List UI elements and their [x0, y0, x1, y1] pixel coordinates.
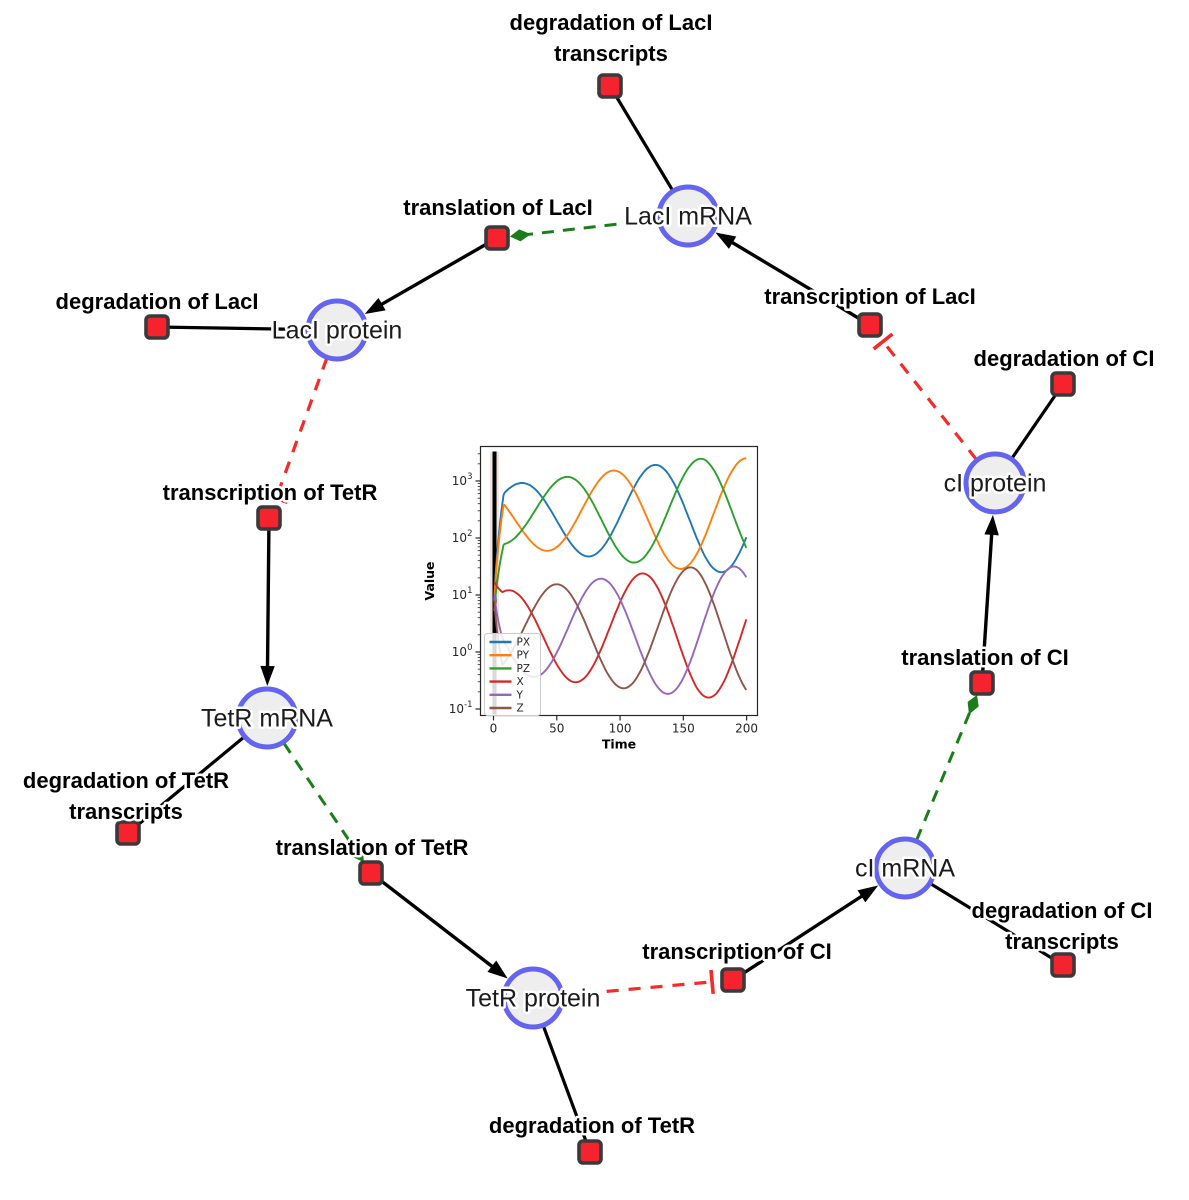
species-label-lacI_protein: LacI protein	[272, 317, 403, 345]
series-Z	[493, 566, 748, 691]
legend-label-Y: Y	[516, 689, 524, 701]
legend-label-PY: PY	[517, 650, 530, 662]
species-label-tetR_mRNA: TetR mRNA	[201, 705, 333, 733]
edge-inhibition-cI_protein-transcription_lacI	[881, 340, 978, 461]
reaction-label-translation_cI: translation of CI	[901, 645, 1068, 670]
species-node-tetR_mRNA[interactable]	[235, 686, 299, 750]
chart-x-tick-label: 150	[672, 722, 695, 736]
edge-production-transcription_tetR-tetR_mRNA	[265, 517, 271, 675]
chart-x-tick-label: 0	[490, 722, 498, 736]
reaction-node-deg_lacI_tx[interactable]	[597, 73, 623, 99]
edge-consumption-lacI_mRNA-deg_lacI_tx	[608, 85, 674, 192]
edge-consumption-tetR_mRNA-deg_tetR_tx	[126, 735, 245, 835]
reaction-label-deg_cI_tx: degradation of CI	[972, 898, 1153, 923]
edge-production-transcription_lacI-lacI_mRNA-arrowhead	[715, 232, 737, 249]
edge-inhibition-lacI_protein-transcription_tetR	[274, 357, 329, 499]
reaction-node-deg_lacI[interactable]	[144, 314, 170, 340]
reaction-label-transcription_cI: transcription of CI	[642, 939, 831, 964]
reaction-node-transcription_lacI[interactable]	[857, 312, 883, 338]
species-label-cI_protein: cI protein	[944, 470, 1047, 498]
reaction-node-translation_tetR[interactable]	[358, 860, 384, 886]
reaction-node-transcription_tetR[interactable]	[256, 505, 282, 531]
simulation-chart: 0 50 100 150 20010-1100101102103TimeValuePXP…	[422, 445, 759, 752]
edge-production-translation_cI-cI_protein-arrowhead	[984, 514, 999, 536]
reaction-label-translation_tetR: translation of TetR	[276, 835, 469, 860]
chart-y-tick-label: 103	[452, 472, 473, 488]
reaction-node-translation_lacI[interactable]	[484, 225, 510, 251]
edge-consumption-lacI_protein-deg_lacI	[156, 325, 308, 332]
reaction-node-deg_cI_tx[interactable]	[1050, 952, 1076, 978]
species-label-tetR_protein: TetR protein	[466, 985, 601, 1013]
edge-production-translation_lacI-lacI_protein-arrowhead	[364, 297, 386, 315]
chart-y-tick-label: 101	[452, 586, 473, 602]
reaction-node-deg_cI[interactable]	[1050, 371, 1076, 397]
chart-y-axis-label: Value	[422, 561, 437, 600]
edge-modifier-lacI_mRNA-translation_lacI	[526, 217, 659, 237]
reaction-label-deg_cI: degradation of CI	[974, 346, 1155, 371]
legend-label-PX: PX	[517, 637, 531, 649]
edge-production-transcription_cI-cI_mRNA-arrowhead	[857, 885, 879, 903]
edge-modifier-tetR_mRNA-translation_tetR-diamond	[352, 844, 364, 863]
legend-label-Z: Z	[517, 703, 524, 715]
edge-modifier-cI_mRNA-translation_cI	[915, 710, 972, 841]
reaction-label-translation_lacI: translation of LacI	[403, 195, 592, 220]
edge-production-translation_tetR-tetR_protein	[369, 871, 500, 973]
edge-production-translation_cI-cI_protein	[980, 526, 994, 684]
legend-label-PZ: PZ	[517, 663, 531, 675]
edge-inhibition-tetR_protein-transcription_cI-tbar	[709, 969, 715, 994]
edge-production-translation_tetR-tetR_protein-arrowhead	[487, 960, 508, 979]
reaction-label-deg_tetR_tx-line2: transcripts	[69, 799, 183, 824]
edge-consumption-tetR_protein-deg_tetR	[541, 1025, 592, 1153]
legend-label-X: X	[517, 676, 524, 688]
reaction-label-deg_lacI_tx: degradation of LacI	[510, 10, 713, 35]
reaction-label-deg_tetR: degradation of TetR	[489, 1113, 695, 1138]
species-label-lacI_mRNA: LacI mRNA	[624, 203, 752, 231]
chart-x-axis-label: Time	[602, 737, 636, 752]
edge-production-transcription_lacI-lacI_mRNA	[724, 237, 871, 327]
chart-series-group	[493, 457, 748, 699]
species-label-cI_mRNA: cI mRNA	[855, 855, 955, 883]
edge-production-transcription_cI-cI_mRNA	[732, 890, 870, 982]
reaction-node-translation_cI[interactable]	[969, 670, 995, 696]
species-node-lacI_protein[interactable]	[305, 298, 369, 362]
edge-production-transcription_tetR-tetR_mRNA-arrowhead	[260, 665, 275, 687]
species-node-lacI_mRNA[interactable]	[656, 184, 720, 248]
series-PX	[493, 463, 748, 599]
reaction-label-deg_lacI: degradation of LacI	[56, 289, 259, 314]
edge-inhibition-tetR_protein-transcription_cI	[562, 980, 713, 997]
edge-modifier-cI_mRNA-translation_cI-diamond	[967, 695, 979, 715]
edge-production-translation_lacI-lacI_protein	[374, 236, 498, 310]
chart-y-tick-label: 100	[452, 643, 473, 659]
reaction-label-deg_tetR_tx: degradation of TetR	[23, 768, 229, 793]
chart-y-tick-label: 10-1	[449, 700, 473, 716]
nodes-layer	[115, 73, 1076, 1165]
reaction-node-transcription_cI[interactable]	[720, 967, 746, 993]
chart-x-tick-label: 100	[609, 722, 632, 736]
reaction-label-deg_lacI_tx-line2: transcripts	[554, 41, 668, 66]
reaction-label-deg_cI_tx-line2: transcripts	[1005, 929, 1119, 954]
edge-consumption-cI_mRNA-deg_cI_tx	[929, 882, 1064, 967]
series-PY	[493, 457, 747, 602]
edge-modifier-tetR_mRNA-translation_tetR	[282, 742, 356, 849]
species-node-cI_mRNA[interactable]	[873, 836, 937, 900]
species-node-cI_protein[interactable]	[963, 451, 1027, 515]
chart-legend-box	[484, 633, 541, 716]
reaction-node-deg_tetR_tx[interactable]	[115, 820, 141, 846]
reaction-label-transcription_lacI: transcription of LacI	[764, 284, 975, 309]
chart-x-tick-label: 200	[735, 722, 758, 736]
edge-modifier-lacI_mRNA-translation_lacI-diamond	[509, 229, 531, 242]
edge-inhibition-cI_protein-transcription_lacI-tbar	[872, 332, 894, 351]
reaction-node-deg_tetR[interactable]	[577, 1139, 603, 1165]
reaction-label-transcription_tetR: transcription of TetR	[163, 480, 378, 505]
edges-layer	[126, 85, 1065, 1153]
chart-y-tick-label: 102	[452, 529, 473, 545]
edge-inhibition-lacI_protein-transcription_tetR-tbar	[264, 492, 289, 505]
labels-layer: degradation of LacI transcripts translatio…	[20, 8, 1157, 1141]
species-node-tetR_protein[interactable]	[501, 966, 565, 1030]
series-PZ	[493, 457, 748, 611]
chart-x-tick-label: 50	[549, 722, 564, 736]
chart-axes-box	[479, 445, 759, 717]
